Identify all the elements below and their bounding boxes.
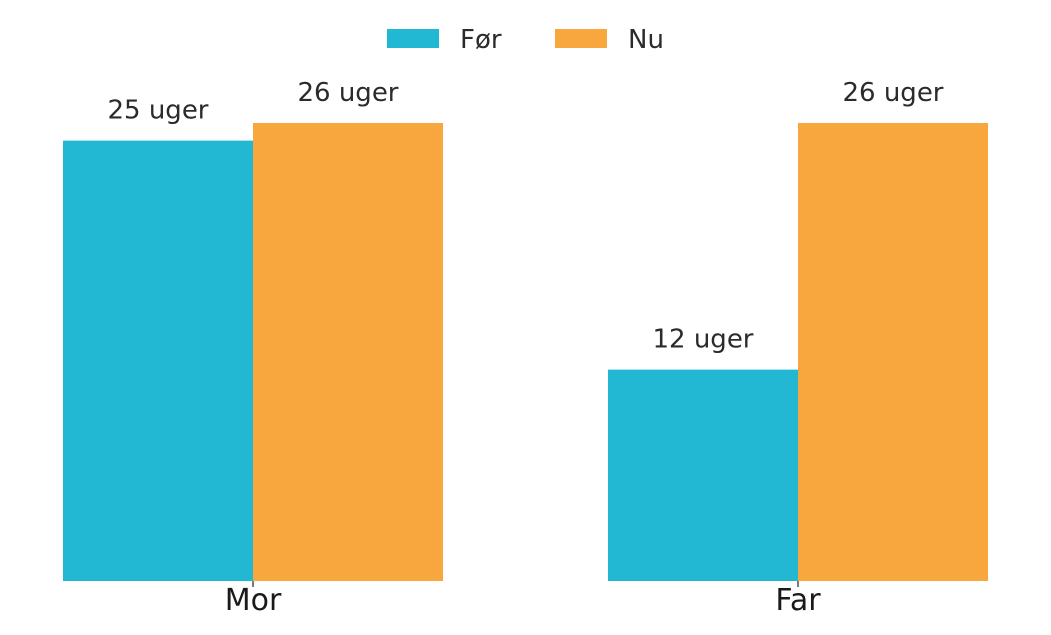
bar-far-series-1 [798, 123, 988, 581]
x-tick-label-far: Far [775, 583, 821, 618]
legend-label-1: Nu [628, 25, 664, 55]
bar-far-series-0 [608, 369, 798, 581]
bar-mor-series-0 [63, 140, 253, 581]
x-axis: Mor Far [225, 581, 821, 618]
legend-label-0: Før [460, 25, 502, 55]
bars-group [63, 123, 988, 581]
data-label-far-series-0: 12 uger [652, 325, 753, 355]
legend: Før Nu [387, 25, 664, 55]
legend-swatch-0 [387, 29, 439, 48]
legend-swatch-1 [555, 29, 607, 48]
bar-mor-series-1 [253, 123, 443, 581]
data-label-mor-series-1: 26 uger [297, 78, 398, 108]
data-label-mor-series-0: 25 uger [107, 96, 208, 126]
value-labels-group: 25 uger 26 uger 12 uger 26 uger [107, 78, 943, 355]
x-tick-label-mor: Mor [225, 583, 282, 618]
data-label-far-series-1: 26 uger [842, 78, 943, 108]
